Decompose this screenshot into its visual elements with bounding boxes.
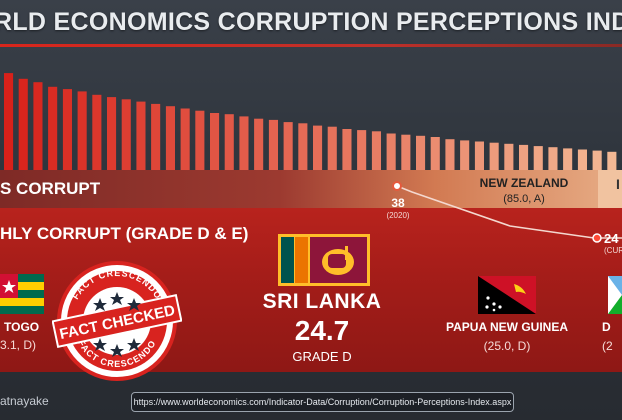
bar-25 <box>371 131 381 178</box>
point-2020 <box>392 181 402 191</box>
papua-new-guinea-name: PAPUA NEW GUINEA <box>446 320 569 334</box>
new-zealand-callout: NEW ZEALAND (85.0, A) <box>474 176 574 205</box>
less-corrupt-band <box>0 170 622 208</box>
bar-21 <box>313 125 323 178</box>
new-zealand-name: NEW ZEALAND <box>479 176 569 190</box>
bar-11 <box>165 106 175 178</box>
less-corrupt-label: S CORRUPT <box>0 179 101 198</box>
bar-38 <box>563 148 573 178</box>
bar-30 <box>445 139 455 178</box>
right-edge-marker: I <box>598 170 622 208</box>
bar-0 <box>4 73 14 178</box>
sri-lanka-2020-value: 38 <box>391 196 405 210</box>
right-edge-mark-text: I <box>616 176 620 192</box>
bar-37 <box>548 147 558 178</box>
bar-13 <box>195 110 205 178</box>
bar-17 <box>254 118 264 178</box>
djibouti-block: D (2 <box>602 320 613 353</box>
new-zealand-value: (85.0, A) <box>503 193 545 205</box>
bar-35 <box>519 144 529 178</box>
title-underline <box>0 44 622 47</box>
togo-score: 3.1, D) <box>0 338 37 352</box>
bar-16 <box>239 116 249 178</box>
bar-39 <box>577 149 587 178</box>
bar-29 <box>430 137 440 178</box>
bar-20 <box>298 123 308 178</box>
bar-31 <box>460 140 470 178</box>
bar-33 <box>489 142 499 178</box>
point-current <box>592 233 602 243</box>
djibouti-flag <box>608 276 622 314</box>
bar-15 <box>224 114 234 178</box>
author-credit: atnayake <box>0 394 49 408</box>
bar-2 <box>33 82 43 178</box>
bar-40 <box>592 150 602 178</box>
bar-5 <box>77 91 87 178</box>
bar-12 <box>180 108 190 178</box>
bar-18 <box>268 119 278 178</box>
papua-new-guinea-score: (25.0, D) <box>483 339 531 353</box>
bar-chart <box>4 73 617 178</box>
sri-lanka-current-value: 24 <box>604 231 619 246</box>
bar-22 <box>327 126 337 178</box>
bar-9 <box>136 101 146 178</box>
bar-27 <box>401 134 411 178</box>
bar-8 <box>121 99 131 178</box>
bar-24 <box>357 130 367 178</box>
bar-10 <box>151 103 161 178</box>
sri-lanka-flag <box>278 234 370 286</box>
sri-lanka-score: 24.7 <box>294 315 350 346</box>
chart-title: RLD ECONOMICS CORRUPTION PERCEPTIONS IND… <box>0 8 622 36</box>
papua-new-guinea-flag <box>478 276 536 314</box>
sri-lanka-2020-callout: 38 (2020) <box>378 196 418 220</box>
papua-new-guinea-block: PAPUA NEW GUINEA (25.0, D) <box>446 320 568 353</box>
togo-name: TOGO <box>4 320 40 334</box>
sri-lanka-current-callout: 24 (CUR <box>604 231 622 255</box>
bar-1 <box>18 78 28 178</box>
bar-23 <box>342 129 352 178</box>
sri-lanka-block: SRI LANKA 24.7 GRADE D <box>262 290 382 364</box>
bar-32 <box>474 141 484 178</box>
bar-6 <box>92 94 102 178</box>
bar-36 <box>533 146 543 178</box>
bar-41 <box>607 151 617 178</box>
togo-flag <box>0 274 44 314</box>
highly-corrupt-label: HLY CORRUPT (GRADE D & E) <box>0 224 249 243</box>
djibouti-name: D <box>602 320 611 334</box>
bar-19 <box>283 122 293 178</box>
fact-checked-stamp: FACT CRESCENDO FACT CRESCENDO FACT CHECK… <box>52 261 182 381</box>
bar-26 <box>386 133 396 178</box>
sri-lanka-name: SRI LANKA <box>262 290 382 313</box>
bar-4 <box>62 89 72 178</box>
bar-3 <box>48 86 58 178</box>
sri-lanka-current-note: (CUR <box>604 246 622 255</box>
bar-7 <box>107 97 117 178</box>
bar-14 <box>210 113 220 178</box>
source-url[interactable]: https://www.worldeconomics.com/Indicator… <box>131 392 514 412</box>
sri-lanka-2020-year: (2020) <box>386 211 410 220</box>
bar-28 <box>416 135 426 178</box>
bar-34 <box>504 143 514 178</box>
sri-lanka-grade: GRADE D <box>292 349 352 364</box>
djibouti-score: (2 <box>602 339 613 353</box>
